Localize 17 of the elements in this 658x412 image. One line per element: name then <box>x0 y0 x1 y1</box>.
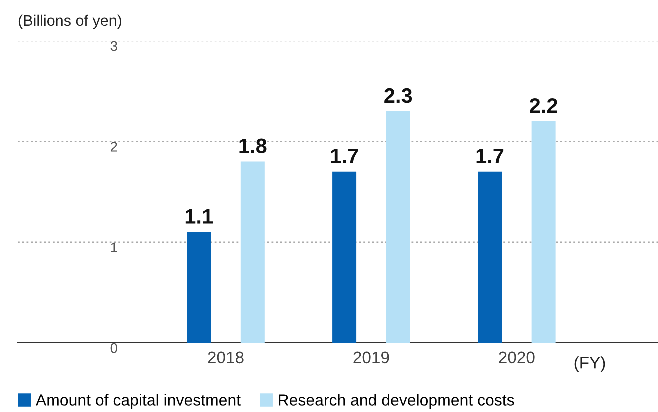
y-tick-label: 3 <box>110 41 118 52</box>
data-label: 2.3 <box>384 88 412 104</box>
y-tick-label: 2 <box>110 142 118 152</box>
data-label: 1.8 <box>240 138 267 154</box>
data-label: 1.7 <box>476 149 504 164</box>
x-tick-label: 2019 <box>354 352 390 364</box>
x-tick-label: 2018 <box>208 352 244 364</box>
x-axis-title: (FY) <box>574 356 606 372</box>
data-label: 1.7 <box>331 149 358 164</box>
y-tick-label: 0 <box>110 343 118 354</box>
y-axis-title: (Billions of yen) <box>18 14 122 30</box>
y-tick-label: 1 <box>111 242 118 252</box>
x-tick-label: 2020 <box>499 352 535 364</box>
data-label: 1.1 <box>186 209 213 224</box>
data-label: 2.2 <box>530 98 558 114</box>
legend-label: Research and development costs <box>279 394 514 410</box>
legend-label: Amount of capital investment <box>36 394 241 410</box>
